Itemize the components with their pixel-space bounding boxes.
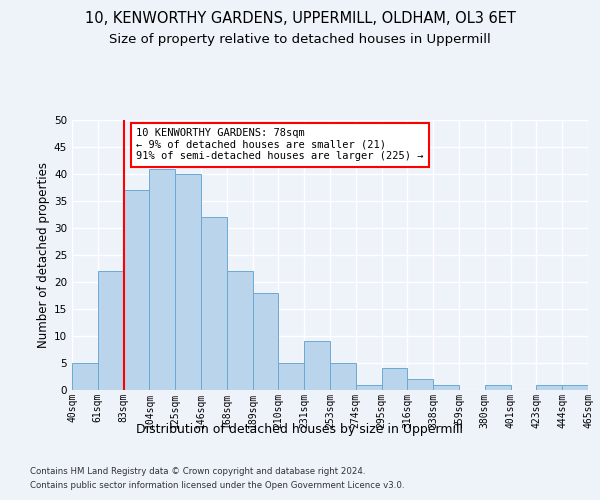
Bar [562,384,588,390]
Bar [124,190,149,390]
Bar [201,217,227,390]
Bar [72,363,98,390]
Bar [485,384,511,390]
Bar [175,174,201,390]
Bar [98,271,124,390]
Bar [330,363,356,390]
Bar [433,384,459,390]
Bar [382,368,407,390]
Text: Size of property relative to detached houses in Uppermill: Size of property relative to detached ho… [109,32,491,46]
Bar [356,384,382,390]
Text: 10, KENWORTHY GARDENS, UPPERMILL, OLDHAM, OL3 6ET: 10, KENWORTHY GARDENS, UPPERMILL, OLDHAM… [85,11,515,26]
Text: Contains public sector information licensed under the Open Government Licence v3: Contains public sector information licen… [30,481,404,490]
Bar [278,363,304,390]
Bar [227,271,253,390]
Bar [253,293,278,390]
Bar [536,384,562,390]
Bar [407,379,433,390]
Text: 10 KENWORTHY GARDENS: 78sqm
← 9% of detached houses are smaller (21)
91% of semi: 10 KENWORTHY GARDENS: 78sqm ← 9% of deta… [137,128,424,162]
Text: Distribution of detached houses by size in Uppermill: Distribution of detached houses by size … [137,422,464,436]
Text: Contains HM Land Registry data © Crown copyright and database right 2024.: Contains HM Land Registry data © Crown c… [30,468,365,476]
Bar [304,342,330,390]
Bar [149,168,175,390]
Y-axis label: Number of detached properties: Number of detached properties [37,162,50,348]
